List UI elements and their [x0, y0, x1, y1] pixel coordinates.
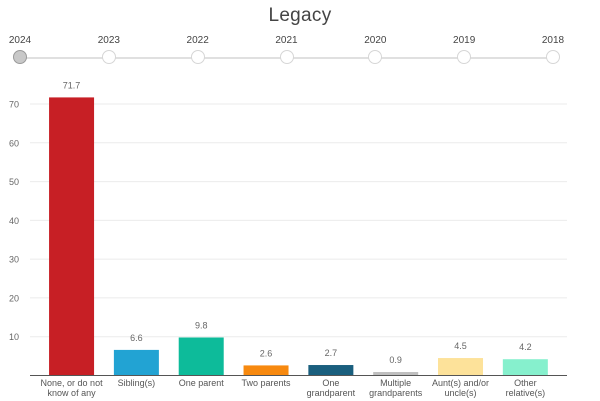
x-tick-label: grandparent — [307, 388, 356, 398]
x-tick-label: One — [322, 378, 339, 388]
timeline-year-label: 2023 — [97, 35, 120, 46]
y-tick-label: 70 — [9, 100, 19, 110]
timeline-year-2020[interactable]: 2020 — [350, 30, 400, 64]
data-label: 9.8 — [195, 320, 208, 330]
x-tick-label: grandparents — [369, 388, 423, 398]
x-tick-label: None, or do not — [41, 378, 104, 388]
x-tick-label: Two parents — [242, 378, 292, 388]
timeline-year-label: 2021 — [275, 35, 298, 46]
bar — [178, 337, 224, 376]
year-timeline: 2024 2023 2022 2021 2020 2019 2018 — [0, 30, 600, 70]
timeline-year-dot[interactable] — [190, 50, 205, 64]
timeline-year-label: 2020 — [364, 35, 387, 46]
data-label: 0.9 — [389, 355, 402, 365]
x-tick-label: One parent — [179, 378, 225, 388]
bar — [243, 365, 289, 376]
timeline-year-label: 2024 — [8, 35, 32, 46]
y-tick-label: 20 — [9, 293, 19, 303]
x-tick-label: Aunt(s) and/or — [432, 378, 489, 388]
timeline-year-2018[interactable]: 2018 — [528, 30, 578, 64]
y-tick-label: 30 — [9, 255, 19, 265]
chart-title: Legacy — [268, 5, 332, 26]
y-tick-label: 60 — [9, 138, 19, 148]
bar — [113, 349, 159, 376]
data-label: 2.6 — [260, 348, 273, 358]
timeline-year-dot[interactable] — [279, 50, 294, 64]
x-tick-label: relative(s) — [506, 388, 546, 398]
timeline-year-2023[interactable]: 2023 — [84, 30, 134, 64]
x-tick-label: Sibling(s) — [118, 378, 156, 388]
timeline-year-2022[interactable]: 2022 — [173, 30, 223, 64]
data-label: 4.5 — [454, 341, 467, 351]
x-tick-label: know of any — [48, 388, 97, 398]
timeline-year-dot[interactable] — [457, 50, 472, 64]
y-tick-label: 10 — [9, 332, 19, 342]
timeline-year-dot[interactable] — [13, 50, 27, 64]
bar — [49, 97, 95, 376]
timeline-year-2019[interactable]: 2019 — [439, 30, 489, 64]
timeline-year-dot[interactable] — [101, 50, 116, 64]
data-label: 6.6 — [130, 333, 143, 343]
data-label: 2.7 — [325, 348, 338, 358]
bar — [438, 358, 484, 376]
timeline-year-label: 2018 — [541, 35, 565, 46]
bar — [373, 372, 419, 376]
x-tick-label: uncle(s) — [445, 388, 477, 398]
timeline-year-2024[interactable]: 2024 — [0, 30, 45, 64]
bar — [502, 359, 548, 376]
timeline-year-dot[interactable] — [546, 50, 560, 64]
timeline-year-2021[interactable]: 2021 — [262, 30, 312, 64]
data-label: 71.7 — [63, 80, 81, 90]
timeline-year-dot[interactable] — [368, 50, 383, 64]
y-tick-label: 50 — [9, 177, 19, 187]
bar — [308, 365, 354, 376]
data-label: 4.2 — [519, 342, 532, 352]
y-tick-label: 40 — [9, 216, 19, 226]
timeline-year-label: 2022 — [186, 35, 209, 46]
timeline-year-label: 2019 — [453, 35, 476, 46]
x-tick-label: Other — [514, 378, 537, 388]
x-tick-label: Multiple — [380, 378, 411, 388]
